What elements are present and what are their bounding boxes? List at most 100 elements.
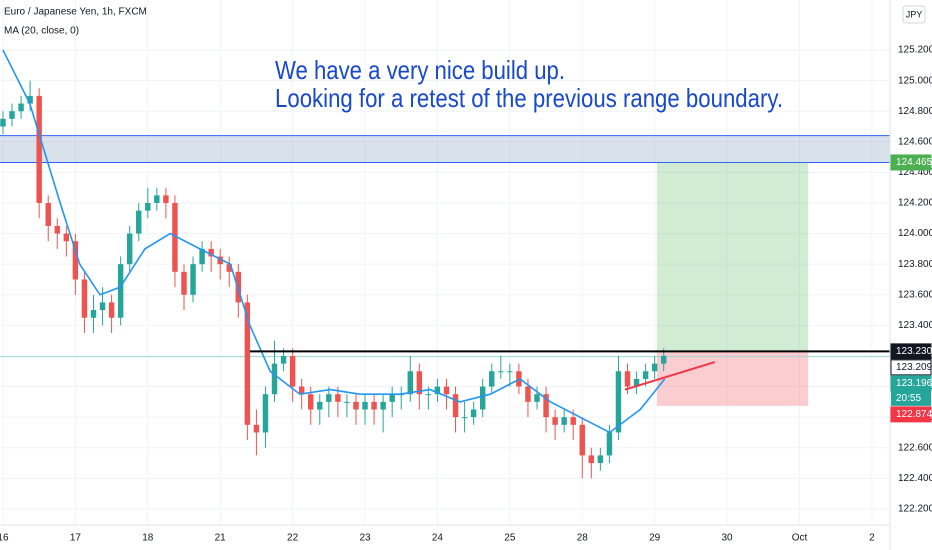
candle-body [344,401,350,403]
candle-body [190,264,196,295]
indicator-label: MA (20, close, 0) [4,26,79,37]
candle-body [561,417,567,425]
candle-body [552,417,558,425]
candle-body [624,371,631,387]
target-box [656,162,809,352]
candle-body [199,248,205,265]
candle-body [461,417,468,419]
y-tick-label: 124.600 [898,136,932,147]
y-tick-label: 124.400 [898,167,932,178]
candle-body [434,386,441,395]
candle-body [145,202,151,211]
candle-body [154,195,160,203]
price-tag [890,154,932,171]
currency-button[interactable] [902,5,926,24]
candle-body [63,233,70,242]
candle-body [371,401,377,410]
candle-body [262,394,269,433]
currency-label: JPY [906,9,923,19]
y-tick-label: 124.000 [898,228,932,239]
y-tick-label: 122.200 [898,504,932,515]
candle-body [126,233,133,265]
y-tick-label: 123.800 [898,259,932,270]
candle-body [27,95,33,104]
candle-body [217,256,223,265]
y-tick-label: 125.000 [898,75,932,86]
x-tick-label: 24 [432,533,444,544]
candle-body [389,394,395,402]
candle-body [253,424,260,433]
candle-body [271,363,278,395]
candle-body [615,371,622,433]
candle-body [633,378,640,387]
candle-body [425,394,432,396]
candle-body [489,371,495,387]
candle-body [298,386,305,395]
candle-body [226,264,232,272]
annotation-line: Looking for a retest of the previous ran… [275,83,783,113]
candle-body [642,371,649,379]
candle-body [99,302,106,311]
price-tag [890,406,932,423]
x-tick-label: 17 [70,533,82,544]
y-tick-label: 122.400 [898,473,932,484]
candle-body [443,386,450,395]
price-tag-label: 122.874 [896,409,932,420]
x-tick-label: 16 [0,533,9,544]
candle-body [452,394,459,418]
candle-body [326,394,332,402]
x-tick-label: 30 [722,533,734,544]
plot-area [0,49,890,479]
trend-line [624,361,716,391]
price-tag-label: 124.465 [896,157,932,168]
candle-body [289,355,296,387]
price-tag-label: 123.196 [896,378,932,389]
candle-body [108,302,115,318]
candle-body [335,394,341,402]
candle-body [588,455,595,464]
y-tick-label: 123.400 [898,320,932,331]
x-tick-label: 23 [359,533,371,544]
candle-body [136,210,142,234]
x-tick-label: 18 [142,533,154,544]
axes: 122.200122.400122.600122.800123.000123.2… [0,45,932,544]
candle-body [525,386,531,402]
y-tick-label: 124.200 [898,198,932,209]
candle-body [81,279,88,318]
x-tick-label: 22 [287,533,299,544]
candle-body [597,455,604,464]
candle-body [36,95,42,203]
countdown-tag [891,390,931,406]
candle-body [18,103,24,112]
candle-body [317,401,323,410]
x-tick-label: 28 [577,533,589,544]
grid [0,0,890,525]
x-tick-label: 21 [215,533,227,544]
moving-average [2,49,666,434]
candle-body [90,310,97,318]
candle-body [353,401,359,410]
candle-body [117,264,124,318]
y-tick-label: 122.600 [898,442,932,453]
price-tag [890,359,932,376]
y-tick-label: 125.200 [898,45,932,56]
x-tick-label: 25 [504,533,516,544]
candle-body [9,111,15,119]
annotation-line: We have a very nice build up. [275,55,565,85]
candle-body [534,394,540,402]
candle-body [163,195,169,203]
candle-body [380,401,386,410]
candle-body [651,363,658,372]
countdown-label: 20:55 [896,393,921,404]
candle-body [579,424,585,456]
candle-body [606,432,613,456]
candle-body [362,401,368,410]
candle-body [543,394,549,418]
price-tag-label: 123.230 [896,346,932,357]
candle-body [280,355,287,364]
candle-body [307,394,314,410]
range-zone [0,135,890,163]
candle-body [498,371,504,373]
